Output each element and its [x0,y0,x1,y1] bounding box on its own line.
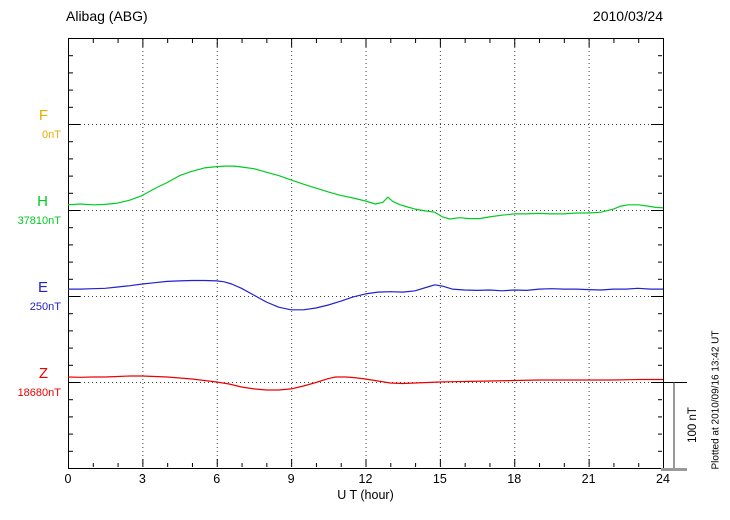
plotted-at-note: Plotted at 2010/09/16 13:42 UT [710,330,722,470]
component-E-letter: E [37,279,48,296]
x-tick-label-6: 6 [213,472,221,486]
component-Z-baseline-value: 18680nT [17,387,61,399]
component-F-baseline-value: 0nT [42,129,61,141]
x-tick-label-21: 21 [581,472,596,486]
component-H-letter: H [37,193,48,210]
plot-frame [68,38,664,469]
curve-H [67,165,664,220]
x-tick-label-24: 24 [656,472,670,486]
scale-bar-label: 100 nT [687,407,699,443]
date-label: 2010/03/24 [592,8,663,24]
x-tick-label-15: 15 [432,472,447,486]
curve-E [68,279,663,311]
page-title: Alibag (ABG) [66,8,148,24]
x-tick-label-18: 18 [507,472,522,486]
x-tick-label-0: 0 [64,472,72,486]
curve-Z [67,375,663,391]
component-E-baseline-value: 250nT [29,301,61,313]
component-H-baseline-value: 37810nT [17,215,61,227]
x-tick-label-3: 3 [138,472,146,486]
x-tick-label-9: 9 [287,472,295,486]
x-tick-label-12: 12 [358,472,373,486]
component-F-letter: F [38,107,48,124]
x-axis-label: U T (hour) [337,488,394,502]
component-Z-letter: Z [38,365,48,382]
